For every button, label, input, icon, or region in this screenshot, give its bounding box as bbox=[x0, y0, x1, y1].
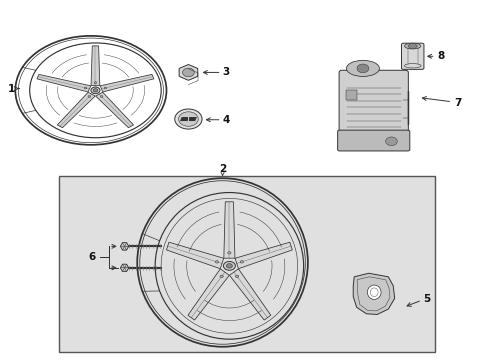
Text: 6: 6 bbox=[88, 252, 96, 262]
Circle shape bbox=[174, 109, 202, 129]
Polygon shape bbox=[122, 268, 126, 271]
Polygon shape bbox=[124, 246, 128, 250]
Polygon shape bbox=[166, 242, 223, 269]
Circle shape bbox=[91, 87, 100, 94]
Circle shape bbox=[100, 96, 102, 98]
FancyBboxPatch shape bbox=[338, 70, 407, 135]
Polygon shape bbox=[180, 117, 189, 121]
Circle shape bbox=[220, 275, 223, 278]
Circle shape bbox=[182, 68, 194, 77]
Bar bbox=[345, 90, 356, 100]
Text: 4: 4 bbox=[222, 115, 229, 125]
Text: 5: 5 bbox=[422, 294, 429, 304]
Polygon shape bbox=[224, 202, 234, 258]
Polygon shape bbox=[179, 64, 197, 80]
Polygon shape bbox=[187, 117, 196, 121]
Circle shape bbox=[226, 264, 232, 268]
Circle shape bbox=[104, 87, 106, 89]
Polygon shape bbox=[37, 75, 91, 92]
Polygon shape bbox=[120, 246, 124, 250]
Circle shape bbox=[215, 261, 218, 263]
Circle shape bbox=[356, 64, 368, 73]
Circle shape bbox=[223, 261, 235, 270]
Text: 1: 1 bbox=[8, 84, 15, 94]
Polygon shape bbox=[96, 92, 133, 128]
Circle shape bbox=[84, 87, 86, 89]
FancyBboxPatch shape bbox=[401, 43, 423, 69]
Circle shape bbox=[88, 96, 90, 98]
Polygon shape bbox=[91, 46, 100, 86]
Polygon shape bbox=[124, 268, 128, 271]
Polygon shape bbox=[187, 269, 229, 320]
Text: 2: 2 bbox=[219, 164, 226, 174]
Circle shape bbox=[227, 252, 231, 254]
Bar bbox=[59, 176, 434, 352]
Polygon shape bbox=[120, 264, 124, 268]
Polygon shape bbox=[100, 75, 154, 92]
Polygon shape bbox=[352, 273, 394, 315]
FancyBboxPatch shape bbox=[337, 130, 409, 151]
Circle shape bbox=[94, 82, 97, 84]
Polygon shape bbox=[407, 44, 417, 49]
Circle shape bbox=[235, 275, 238, 278]
Polygon shape bbox=[122, 246, 126, 250]
Text: 7: 7 bbox=[453, 98, 461, 108]
Polygon shape bbox=[120, 243, 124, 246]
Ellipse shape bbox=[346, 60, 379, 76]
Bar bbox=[187, 117, 189, 121]
Circle shape bbox=[93, 89, 98, 92]
Circle shape bbox=[240, 261, 243, 263]
Ellipse shape bbox=[404, 43, 420, 49]
Polygon shape bbox=[122, 243, 126, 246]
Polygon shape bbox=[120, 268, 124, 271]
Circle shape bbox=[385, 137, 397, 145]
Polygon shape bbox=[229, 269, 270, 320]
Polygon shape bbox=[124, 243, 128, 246]
Ellipse shape bbox=[366, 285, 380, 300]
Circle shape bbox=[178, 112, 198, 126]
Text: 3: 3 bbox=[222, 67, 229, 77]
Polygon shape bbox=[57, 92, 95, 128]
Polygon shape bbox=[122, 264, 126, 268]
Polygon shape bbox=[124, 264, 128, 268]
Polygon shape bbox=[235, 242, 292, 269]
Text: 8: 8 bbox=[436, 51, 444, 61]
